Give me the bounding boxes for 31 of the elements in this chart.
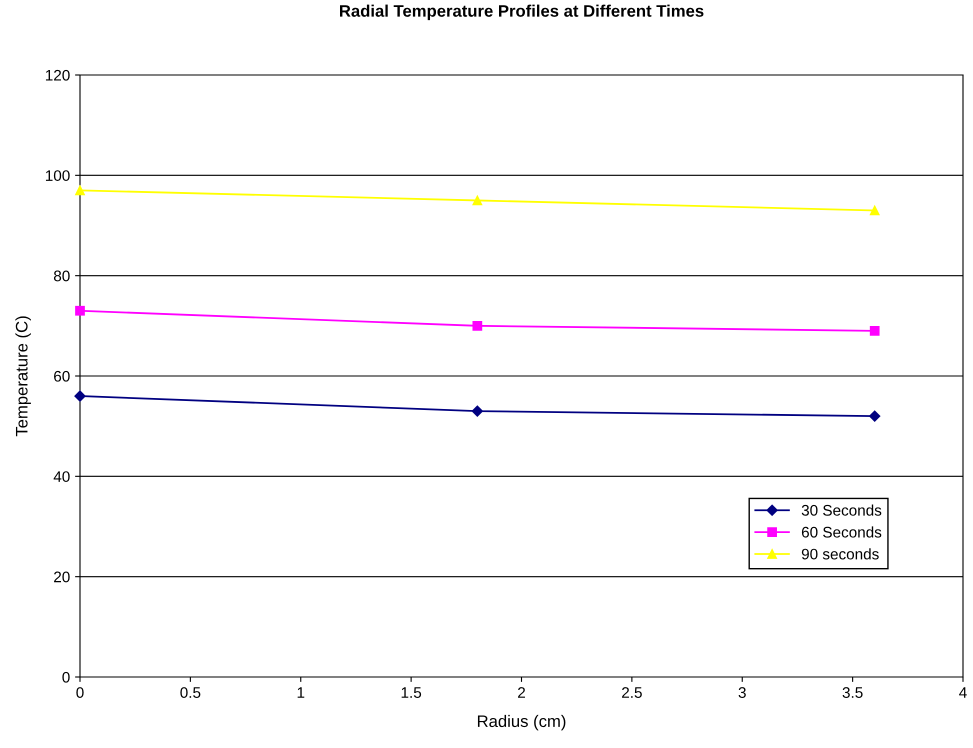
chart-title: Radial Temperature Profiles at Different Times xyxy=(340,4,704,20)
point xyxy=(870,206,880,216)
x-tick-label: 3 xyxy=(738,687,746,698)
y-axis-title: Temperature (C) xyxy=(15,316,31,436)
y-tick-label: 120 xyxy=(46,70,70,81)
y-tick-label: 80 xyxy=(54,270,70,282)
x-tick-label: 1.5 xyxy=(402,687,422,698)
x-axis-title: Radius (cm) xyxy=(478,714,566,730)
x-tick-label: 0 xyxy=(76,687,84,698)
point xyxy=(869,410,880,422)
point xyxy=(870,326,880,336)
legend-label: 30 Seconds xyxy=(802,504,882,516)
y-tick-label: 100 xyxy=(46,170,70,182)
point xyxy=(74,390,86,402)
x-tick-label: 0.5 xyxy=(180,687,200,698)
point xyxy=(472,320,482,331)
y-tick-label: 60 xyxy=(54,370,70,382)
y-tick-label: 20 xyxy=(54,572,70,582)
x-tick-label: 2.5 xyxy=(622,687,642,698)
x-tick-label: 2 xyxy=(518,687,525,698)
y-tick-label: 0 xyxy=(62,672,70,683)
x-tick-label: 3.5 xyxy=(842,687,863,698)
y-tick-label: 40 xyxy=(54,471,70,482)
point xyxy=(472,406,483,417)
legend-label: 60 Seconds xyxy=(802,526,882,538)
point xyxy=(472,196,482,206)
legend-label: 90 seconds xyxy=(802,548,879,560)
point xyxy=(75,306,85,316)
x-tick-label: 4 xyxy=(959,687,967,698)
point xyxy=(75,186,85,196)
x-tick-label: 1 xyxy=(298,687,304,698)
